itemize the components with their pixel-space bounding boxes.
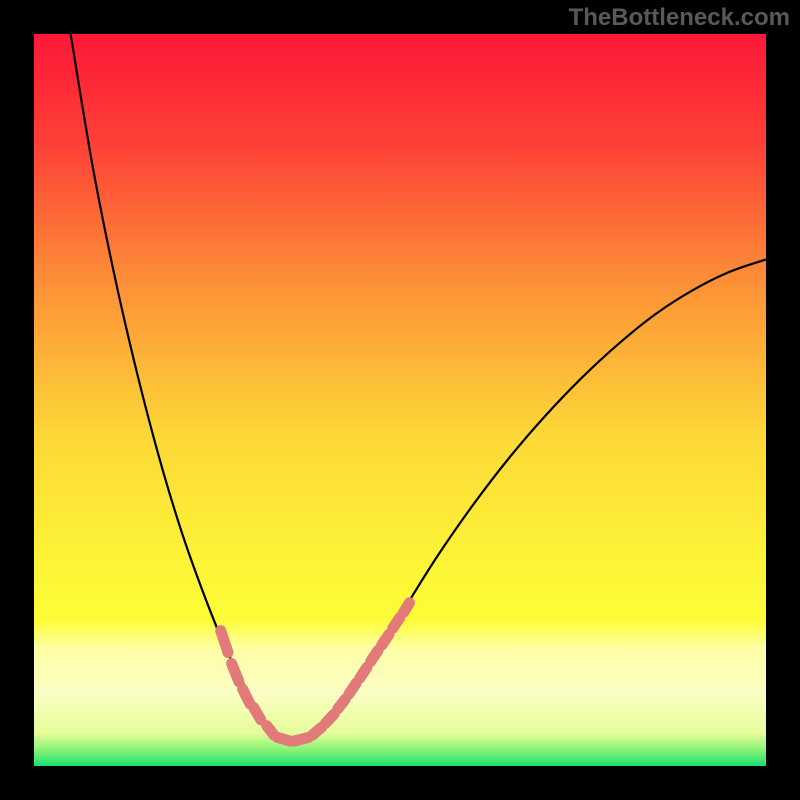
highlight-dash — [349, 683, 356, 694]
chart-container: TheBottleneck.com — [0, 0, 800, 800]
highlight-dash — [404, 603, 410, 613]
highlight-dash — [371, 650, 378, 661]
highlight-dash — [312, 727, 322, 735]
highlight-dash — [278, 737, 290, 741]
highlight-dash — [338, 699, 345, 709]
highlight-dash — [267, 726, 274, 736]
watermark-text: TheBottleneck.com — [569, 4, 790, 32]
highlight-dash — [243, 689, 250, 704]
highlight-dash — [294, 737, 309, 741]
highlight-dash — [382, 634, 389, 645]
highlight-dash — [221, 631, 228, 653]
highlight-dash — [393, 617, 400, 628]
highlight-dash — [254, 707, 261, 719]
highlight-dash — [232, 664, 239, 682]
highlight-dash — [325, 714, 334, 724]
bottleneck-chart — [0, 0, 800, 800]
highlight-dash — [360, 667, 367, 678]
